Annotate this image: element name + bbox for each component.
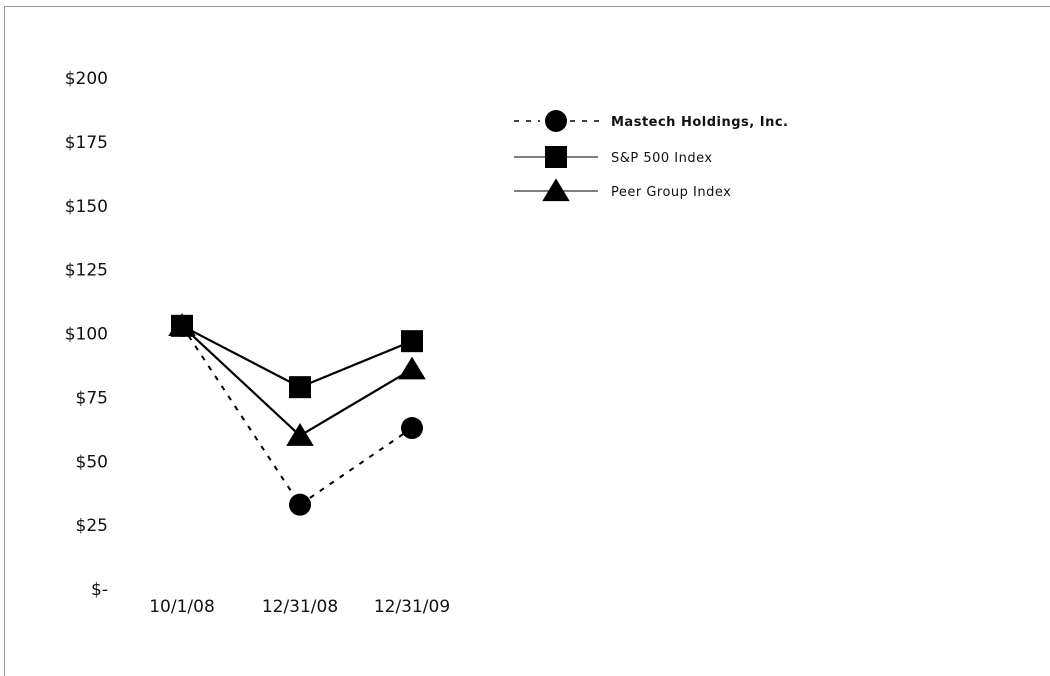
data-point-circle xyxy=(289,493,311,516)
legend-item: Mastech Holdings, Inc. xyxy=(514,110,789,132)
data-point-square xyxy=(401,330,423,353)
series-line-segment xyxy=(299,368,413,437)
legend: Mastech Holdings, Inc. S&P 500 Index Peer … xyxy=(514,110,789,202)
y-tick-label: $175 xyxy=(65,133,108,153)
y-tick-label: $- xyxy=(91,580,108,600)
chart-frame xyxy=(4,6,1050,676)
data-point-circle xyxy=(401,417,423,440)
series-markers-0 xyxy=(171,314,423,516)
y-tick-label: $150 xyxy=(65,197,108,217)
series-line-segment xyxy=(299,340,413,389)
y-tick-label: $25 xyxy=(76,516,108,536)
series-line-segment xyxy=(181,325,301,437)
series-1 xyxy=(181,324,413,389)
y-tick-label: $200 xyxy=(65,69,108,89)
x-tick-label: 10/1/08 xyxy=(149,597,215,617)
legend-item: Peer Group Index xyxy=(514,178,731,202)
legend-marker-square xyxy=(545,146,567,168)
series-line-segment xyxy=(181,325,301,506)
y-tick-label: $75 xyxy=(76,388,108,408)
legend-label: S&P 500 Index xyxy=(611,151,713,166)
data-point-triangle xyxy=(286,423,314,446)
legend-label: Peer Group Index xyxy=(611,185,731,200)
y-axis: $- $25 $50 $75 $100 $125 $150 $175 $200 xyxy=(65,69,108,600)
legend-item: S&P 500 Index xyxy=(514,146,713,168)
legend-marker-circle xyxy=(545,110,567,132)
legend-marker-triangle xyxy=(542,178,570,202)
data-point-circle xyxy=(171,314,193,337)
y-tick-label: $50 xyxy=(76,452,108,472)
x-axis: 10/1/08 12/31/08 12/31/09 xyxy=(149,597,450,617)
x-tick-label: 12/31/09 xyxy=(374,597,450,617)
data-point-square xyxy=(289,376,311,399)
series-line-segment xyxy=(181,324,301,389)
series-0 xyxy=(181,325,413,506)
legend-label: Mastech Holdings, Inc. xyxy=(611,115,789,130)
series-layer xyxy=(168,313,426,516)
data-point-triangle xyxy=(398,356,426,380)
x-tick-label: 12/31/08 xyxy=(262,597,338,617)
y-tick-label: $100 xyxy=(65,325,108,345)
y-tick-label: $125 xyxy=(65,261,108,281)
series-2 xyxy=(181,325,413,437)
series-line-segment xyxy=(299,427,413,506)
